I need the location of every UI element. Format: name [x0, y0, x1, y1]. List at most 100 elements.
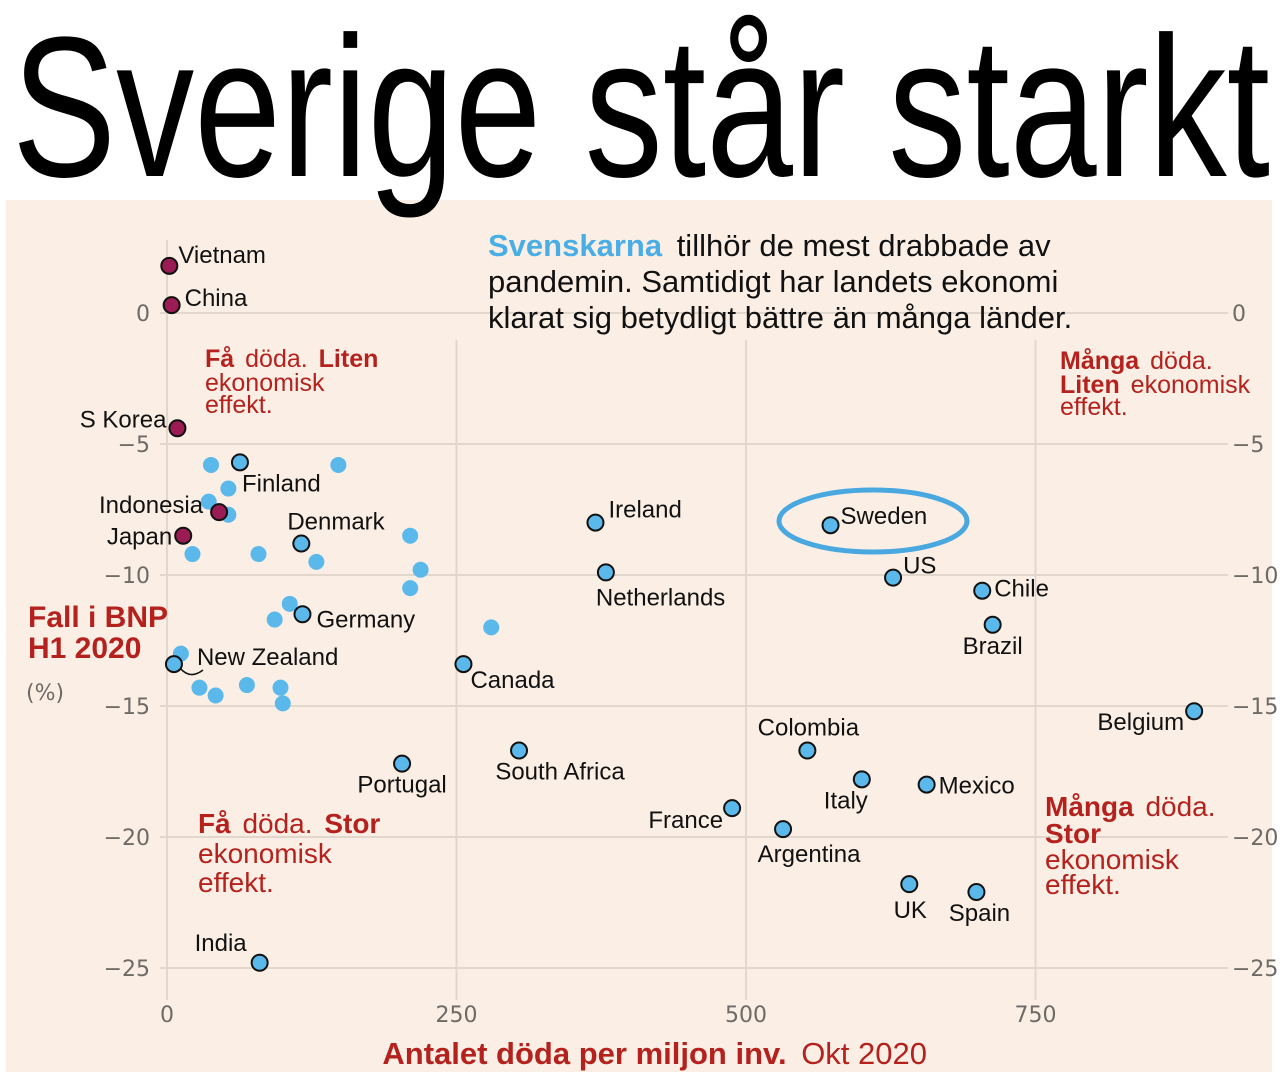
annotation-text: döda.	[1145, 791, 1215, 822]
chart-background	[6, 200, 1272, 1072]
data-point	[250, 546, 267, 563]
point-label: Mexico	[939, 773, 1015, 800]
point-label: Finland	[242, 470, 321, 497]
data-point	[220, 480, 237, 497]
data-point-china	[162, 296, 181, 315]
data-point-argentina	[774, 820, 793, 839]
data-point	[412, 561, 429, 578]
annotation-text: Liten	[319, 345, 379, 373]
annotation-top-right: Många döda. Liten ekonomisk effekt.	[1060, 347, 1257, 421]
data-point-new-zealand	[164, 655, 183, 674]
data-point	[191, 679, 208, 696]
annotation-text: Liten	[1060, 371, 1120, 399]
point-label: Spain	[949, 900, 1010, 927]
point-label: Sweden	[841, 503, 928, 530]
data-point-chile	[973, 581, 992, 600]
point-label: S Korea	[80, 406, 167, 433]
sweden-highlight-ring	[776, 487, 970, 555]
y-tick-label-left: 0	[136, 302, 150, 327]
x-axis-label: Antalet döda per miljon inv. Okt 2020	[382, 1036, 927, 1071]
y-tick-label-left: −25	[104, 957, 150, 982]
point-label: UK	[894, 897, 927, 924]
y-tick-label-left: −15	[104, 695, 150, 720]
gridlines	[160, 240, 1228, 1000]
data-point-canada	[454, 655, 473, 674]
point-label: China	[185, 285, 248, 312]
annotation-text: Många	[1060, 347, 1140, 375]
annotation-text: döda.	[1150, 347, 1213, 375]
annotation-text: effekt.	[1045, 869, 1121, 900]
data-point	[266, 611, 283, 628]
annotation-text: effekt.	[198, 867, 274, 898]
data-point-italy	[852, 770, 871, 789]
annotation-text: Många	[1045, 791, 1134, 822]
data-point-finland	[230, 453, 249, 472]
point-label: Indonesia	[99, 492, 204, 519]
axis-ticks: 0 0 −5 −5 −10 −10 −15 −15 −20 −20 −25 −25 0 250 500 750	[104, 302, 1279, 1028]
annotation-text: Stor	[1045, 818, 1101, 849]
data-point-spain	[967, 883, 986, 902]
new-zealand-leader-line	[179, 667, 204, 676]
data-point-belgium	[1185, 702, 1204, 721]
point-label: South Africa	[495, 759, 625, 786]
data-point-india	[250, 953, 269, 972]
point-label: India	[195, 930, 248, 957]
point-label: Argentina	[758, 841, 861, 868]
page-title: Sverige står starkt	[12, 0, 1270, 219]
data-point-denmark	[292, 534, 311, 553]
subtitle-line3: klarat sig betydligt bättre än många län…	[488, 300, 1072, 335]
data-point	[207, 687, 224, 704]
annotation-text: ekonomisk	[1131, 371, 1251, 399]
point-label: Colombia	[758, 715, 860, 742]
data-point-colombia	[798, 741, 817, 760]
subtitle-highlight: Svenskarna	[488, 228, 663, 263]
x-axis-label-date: Okt 2020	[801, 1036, 927, 1071]
annotation-text: Få	[198, 808, 231, 839]
point-label: Italy	[824, 787, 868, 814]
annotation-text: ekonomisk	[1045, 844, 1180, 875]
data-point	[272, 679, 289, 696]
data-point-germany	[293, 605, 312, 624]
y-tick-label-right: −25	[1232, 957, 1278, 982]
data-point	[203, 456, 220, 473]
annotation-text: döda.	[245, 345, 308, 373]
data-point-us	[884, 568, 903, 587]
annotation-text: ekonomisk	[205, 369, 325, 397]
data-point-japan	[174, 526, 193, 545]
point-labels: Vietnam China S Korea Finland Indonesia Japan…	[80, 242, 1184, 957]
y-axis-unit: (%)	[26, 681, 64, 706]
point-label: New Zealand	[197, 644, 338, 671]
data-point	[330, 456, 347, 473]
point-label: Belgium	[1097, 709, 1184, 736]
point-label: Netherlands	[596, 584, 725, 611]
annotation-text: döda.	[242, 808, 312, 839]
y-tick-label-right: −10	[1232, 564, 1278, 589]
x-tick-label: 0	[160, 1003, 174, 1028]
point-label: France	[648, 807, 723, 834]
y-axis-label: Fall i BNP H1 2020	[28, 601, 176, 665]
x-tick-label: 250	[436, 1003, 478, 1028]
data-point	[402, 527, 419, 544]
data-point-uk	[900, 875, 919, 894]
data-point-south-africa	[510, 741, 529, 760]
data-point-vietnam	[160, 256, 179, 275]
data-point-mexico	[917, 775, 936, 794]
data-point-portugal	[393, 754, 412, 773]
y-tick-label-left: −10	[104, 564, 150, 589]
data-point	[402, 580, 419, 597]
point-label: Canada	[470, 667, 555, 694]
data-point-netherlands	[596, 563, 615, 582]
y-tick-label-left: −20	[104, 826, 150, 851]
annotation-bottom-left: Få döda. Stor ekonomisk effekt.	[198, 808, 388, 898]
subtitle: Svenskarna tillhör de mest drabbade av p…	[488, 228, 1072, 335]
point-label: Portugal	[357, 772, 446, 799]
data-point	[281, 595, 298, 612]
annotation-text: Få	[205, 345, 234, 373]
x-tick-label: 750	[1015, 1003, 1057, 1028]
y-tick-label-right: −20	[1232, 826, 1278, 851]
data-point	[238, 677, 255, 694]
data-point	[308, 553, 325, 570]
point-label: Vietnam	[178, 242, 266, 269]
annotation-text: effekt.	[205, 391, 273, 419]
data-point-indonesia	[210, 503, 229, 522]
